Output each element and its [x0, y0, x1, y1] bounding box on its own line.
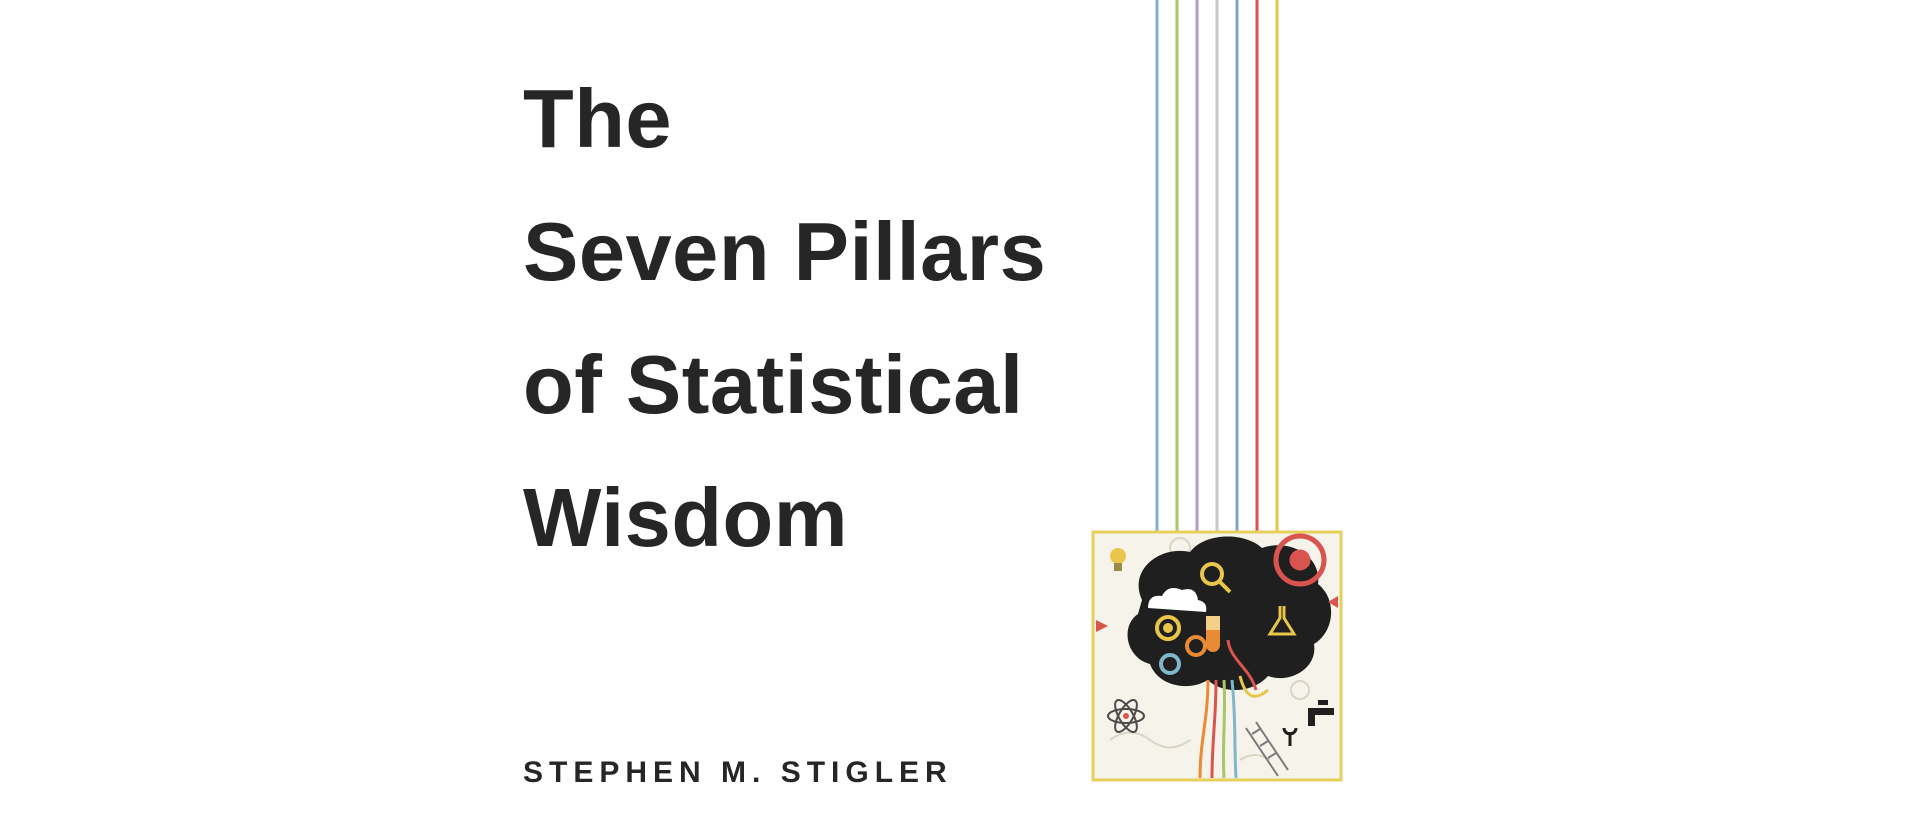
background-doodles	[1109, 537, 1310, 761]
lightbulb-icon	[1110, 548, 1126, 571]
gear-icon	[1185, 635, 1207, 657]
test-tube-icon	[1206, 616, 1220, 652]
author-name: STEPHEN M. STIGLER	[523, 756, 953, 789]
title-line-3: of Statistical	[523, 338, 1024, 431]
magnifier-icon	[1200, 562, 1232, 594]
flask-icon	[1267, 606, 1297, 636]
wrench-icon	[1282, 727, 1298, 746]
title-line-2: Seven Pillars	[523, 205, 1047, 298]
gear-icon	[1159, 653, 1181, 675]
title-line-1: The	[523, 72, 673, 165]
colored-strings	[1155, 0, 1279, 560]
arrow-icon	[1328, 596, 1338, 608]
pipe-bundle	[1198, 639, 1269, 779]
cloud-icon	[1148, 588, 1207, 612]
faucet-icon	[1308, 700, 1334, 726]
ladder-icon	[1245, 721, 1289, 777]
book-title: The Seven Pillars of Statistical Wisdom	[523, 52, 1046, 584]
gear-icon	[1273, 533, 1327, 587]
brain-with-gears-illustration	[1091, 530, 1343, 782]
title-line-4: Wisdom	[523, 471, 849, 564]
arrow-icon	[1096, 620, 1108, 632]
gear-icon	[1155, 615, 1181, 641]
atom-icon	[1107, 699, 1145, 733]
